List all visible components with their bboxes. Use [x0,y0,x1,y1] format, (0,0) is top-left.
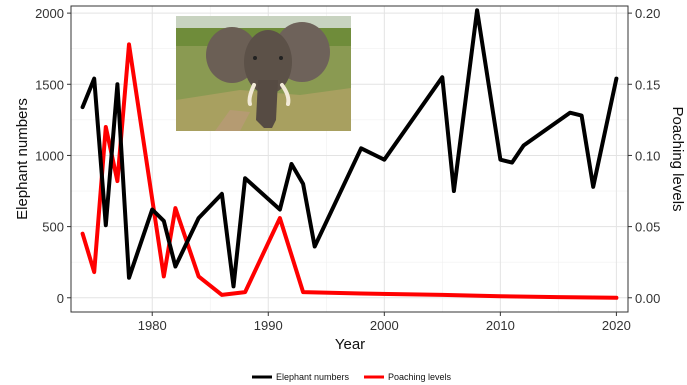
y-tick-label: 1000 [35,148,64,163]
y2-axis-title: Poaching levels [669,106,686,211]
elephant-photo [176,16,351,131]
series-layer [80,8,619,300]
y-tick-label: 1500 [35,77,64,92]
y2-tick-label: 0.10 [635,148,660,163]
y2-tick-label: 0.05 [635,220,660,235]
legend-label-elephant-numbers: Elephant numbers [276,372,350,382]
x-axis-title: Year [335,336,365,353]
y-tick-label: 0 [57,291,64,306]
plot-border [70,5,629,313]
y2-tick-label: 0.20 [635,6,660,21]
series-line-elephant-numbers [80,8,619,289]
y-axis-title: Elephant numbers [14,98,31,220]
x-tick-label: 1990 [254,318,283,333]
x-tick-label: 1980 [138,318,167,333]
legend: Elephant numbers Poaching levels [252,372,452,382]
legend-label-poaching-levels: Poaching levels [388,372,452,382]
y-tick-label: 500 [42,220,64,235]
x-tick-label: 2020 [602,318,631,333]
axes: 1980 1990 2000 2010 2020 0 500 1000 1500 2000 0.00… [35,6,660,333]
x-tick-label: 2000 [370,318,399,333]
x-tick-label: 2010 [486,318,515,333]
y2-tick-label: 0.00 [635,291,660,306]
y-tick-label: 2000 [35,6,64,21]
y2-tick-label: 0.15 [635,77,660,92]
series-line-poaching-levels [80,42,619,300]
